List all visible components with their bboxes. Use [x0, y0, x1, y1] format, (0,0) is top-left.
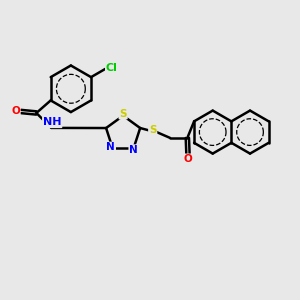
- Text: N: N: [129, 145, 138, 155]
- Text: S: S: [119, 109, 127, 118]
- Text: Cl: Cl: [106, 63, 118, 73]
- Text: N: N: [106, 142, 115, 152]
- Text: NH: NH: [43, 117, 62, 127]
- Text: S: S: [149, 125, 157, 135]
- Text: O: O: [184, 154, 192, 164]
- Text: O: O: [11, 106, 20, 116]
